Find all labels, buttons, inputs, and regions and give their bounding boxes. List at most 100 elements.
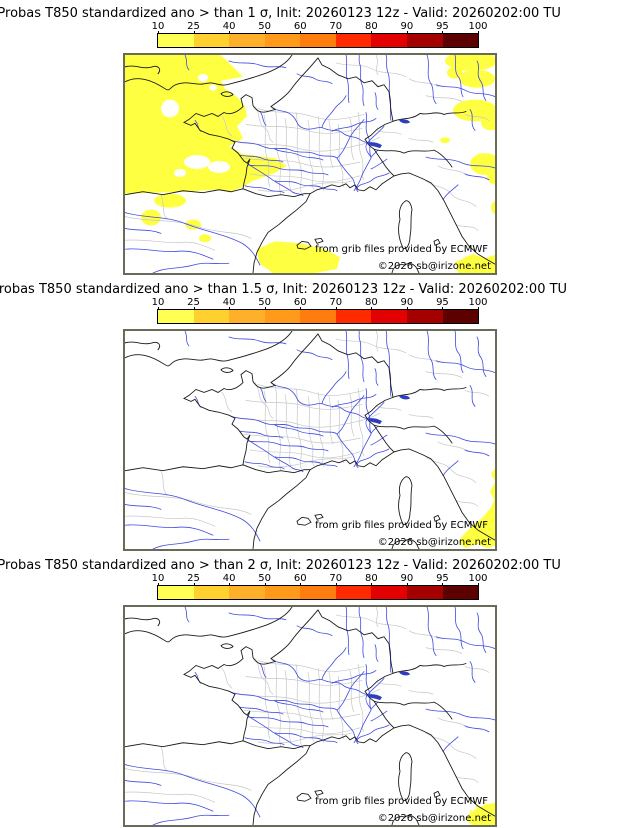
panel-title: IFS - Probas T850 standardized ano > tha… bbox=[0, 558, 561, 573]
probability-area bbox=[453, 99, 495, 122]
colorbar-tick-label: 70 bbox=[329, 297, 343, 308]
colorbar-tick-mark bbox=[229, 583, 231, 586]
colorbar-segment bbox=[442, 34, 479, 47]
probability-10-25-layer bbox=[459, 468, 495, 549]
colorbar-tick-mark bbox=[300, 307, 302, 310]
colorbar-tick-mark bbox=[442, 583, 444, 586]
forecast-panel-sigma-1.5: IFS - Probas T850 standardized ano > tha… bbox=[0, 276, 630, 552]
colorbar-tick-mark bbox=[478, 31, 479, 34]
colorbar-tick-mark bbox=[300, 583, 302, 586]
colorbar-tick-mark bbox=[478, 583, 479, 586]
coastline-borders-layer bbox=[125, 55, 495, 273]
admin-borders-layer bbox=[125, 331, 490, 527]
colorbar-tick-label: 50 bbox=[258, 297, 272, 308]
colorbar-tick-mark bbox=[406, 583, 408, 586]
colorbar-tick-mark bbox=[371, 307, 373, 310]
colorbar-tick-mark bbox=[335, 583, 337, 586]
colorbar-tick-label: 100 bbox=[468, 573, 488, 584]
probability-area bbox=[440, 137, 450, 144]
colorbar-segment bbox=[300, 34, 336, 47]
colorbar-tick-mark bbox=[300, 31, 302, 34]
colorbar-segment bbox=[300, 586, 336, 599]
lakes-layer bbox=[366, 119, 410, 149]
colorbar-tick-mark bbox=[335, 307, 337, 310]
colorbar-tick-label: 10 bbox=[151, 297, 165, 308]
colorbar-segment bbox=[229, 34, 265, 47]
colorbar-tick-label: 10 bbox=[151, 21, 165, 32]
france-map bbox=[125, 607, 495, 825]
colorbar-tick-label: 95 bbox=[436, 573, 449, 584]
colorbar-segment bbox=[158, 310, 194, 323]
colorbar-bar bbox=[157, 585, 479, 600]
colorbar-tick-label: 50 bbox=[258, 21, 272, 32]
colorbar-tick-label: 10 bbox=[151, 573, 165, 584]
probability-area bbox=[469, 809, 473, 813]
probability-hole bbox=[161, 99, 179, 118]
probability-area bbox=[459, 468, 495, 549]
rivers-layer bbox=[125, 331, 495, 549]
colorbar-tick-label: 40 bbox=[222, 573, 236, 584]
colorbar-tick-label: 40 bbox=[222, 21, 236, 32]
colorbar-segment bbox=[335, 586, 372, 599]
colorbar-tick-mark bbox=[158, 307, 159, 310]
probability-area bbox=[482, 801, 486, 805]
colorbar-tick-label: 40 bbox=[222, 297, 236, 308]
probability-area bbox=[257, 241, 340, 273]
colorbar-segment bbox=[158, 586, 194, 599]
probability-area bbox=[199, 234, 211, 243]
colorbar-bar bbox=[157, 33, 479, 48]
colorbar-tick-mark bbox=[264, 583, 266, 586]
colorbar-tick-label: 70 bbox=[329, 21, 343, 32]
probability-area bbox=[466, 802, 495, 825]
lakes-layer bbox=[366, 395, 410, 425]
forecast-panel-sigma-2: IFS - Probas T850 standardized ano > tha… bbox=[0, 552, 630, 828]
probability-hole bbox=[208, 161, 230, 173]
colorbar-segment bbox=[335, 34, 372, 47]
probability-hole bbox=[174, 168, 186, 177]
lake bbox=[399, 395, 410, 400]
probability-colorbar: 10 25 40 50 60 70 80 90 95 100 bbox=[152, 573, 488, 600]
probability-area bbox=[487, 167, 495, 185]
france-map bbox=[125, 331, 495, 549]
probability-area bbox=[154, 193, 186, 208]
colorbar-tick-mark bbox=[371, 31, 373, 34]
colorbar-tick-mark bbox=[158, 583, 159, 586]
probability-area bbox=[447, 66, 463, 79]
colorbar-tick-label: 90 bbox=[400, 21, 414, 32]
colorbar-segment bbox=[264, 34, 301, 47]
colorbar-tick-label: 25 bbox=[187, 21, 200, 32]
map-panel: from grib files provided by ECMWF ©2026 … bbox=[123, 329, 497, 551]
panel-title: IFS - Probas T850 standardized ano > tha… bbox=[0, 6, 561, 21]
colorbar-tick-mark bbox=[406, 31, 408, 34]
lake bbox=[399, 119, 410, 124]
colorbar-tick-mark bbox=[442, 307, 444, 310]
probability-area bbox=[185, 219, 201, 230]
colorbar-tick-mark bbox=[264, 307, 266, 310]
colorbar-segment bbox=[406, 34, 443, 47]
colorbar-segment bbox=[300, 310, 336, 323]
colorbar-tick-mark bbox=[193, 307, 195, 310]
probability-area bbox=[488, 807, 490, 810]
probability-10-25-layer bbox=[125, 55, 495, 273]
colorbar-segment bbox=[193, 310, 230, 323]
colorbar-tick-label: 95 bbox=[436, 297, 449, 308]
rivers-layer bbox=[125, 607, 495, 825]
probability-hole bbox=[198, 73, 208, 82]
lake bbox=[366, 142, 382, 149]
france-map bbox=[125, 55, 495, 273]
probability-hole bbox=[184, 155, 210, 169]
colorbar-tick-label: 95 bbox=[436, 21, 449, 32]
probability-colorbar: 10 25 40 50 60 70 80 90 95 100 bbox=[152, 297, 488, 324]
colorbar-segment bbox=[158, 34, 194, 47]
colorbar-tick-label: 60 bbox=[293, 21, 307, 32]
colorbar-tick-label: 90 bbox=[400, 573, 414, 584]
colorbar-tick-mark bbox=[264, 31, 266, 34]
colorbar-segment bbox=[442, 310, 479, 323]
colorbar-tick-mark bbox=[229, 307, 231, 310]
probability-area bbox=[491, 201, 495, 215]
colorbar-segment bbox=[193, 34, 230, 47]
probability-area bbox=[125, 55, 287, 194]
colorbar-segment bbox=[371, 310, 407, 323]
probability-area bbox=[445, 55, 495, 71]
probability-area bbox=[141, 209, 161, 226]
